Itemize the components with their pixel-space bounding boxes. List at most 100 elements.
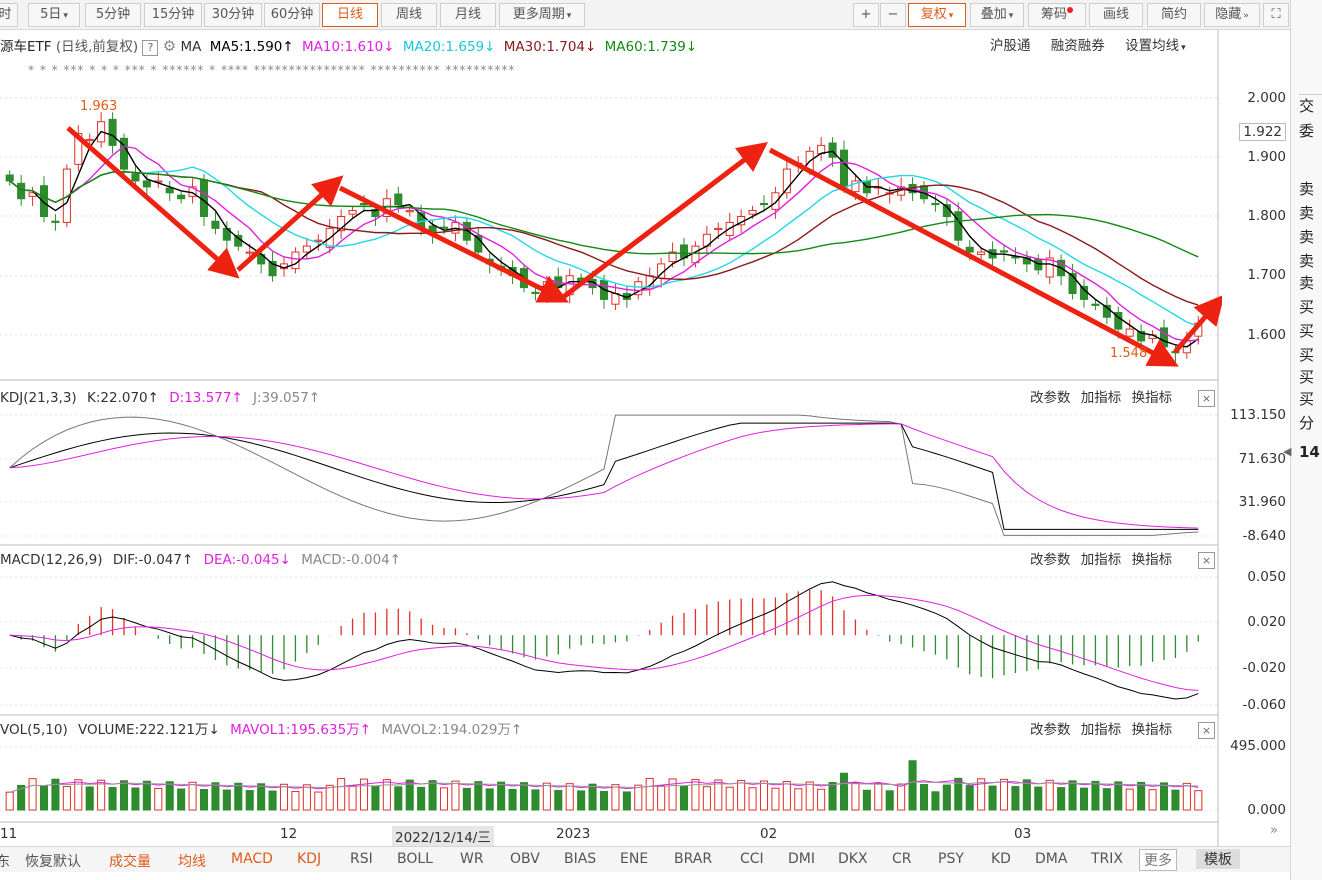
zoom-in-button[interactable]: +	[853, 3, 879, 27]
tab-brar[interactable]: BRAR	[674, 851, 713, 867]
period-minute[interactable]: 时	[0, 3, 18, 27]
chips-button[interactable]: 筹码	[1028, 3, 1086, 27]
volume-bar	[382, 779, 391, 811]
kdj-k: K:22.070↑	[87, 390, 159, 406]
volume-bar	[897, 783, 906, 811]
rp-label[interactable]: 交	[1299, 94, 1322, 116]
kdj-params-button[interactable]: 改参数	[1030, 390, 1071, 406]
volume-bar	[965, 785, 974, 811]
macd-switch-button[interactable]: 换指标	[1131, 552, 1173, 568]
vol-params-button[interactable]: 改参数	[1030, 722, 1071, 738]
period-60min[interactable]: 60分钟	[264, 3, 320, 27]
tab-kd[interactable]: KD	[991, 851, 1011, 867]
ma20-text: MA20:1.659	[402, 39, 485, 55]
adjust-button[interactable]: 复权 ▾	[908, 3, 966, 27]
candle-body	[5, 174, 14, 182]
ma-settings-link[interactable]: 设置均线 ▾	[1125, 38, 1186, 54]
tab-obv[interactable]: OBV	[510, 851, 540, 867]
tab-dma[interactable]: DMA	[1035, 851, 1068, 867]
kdj-close-icon[interactable]: ×	[1198, 390, 1215, 407]
chevron-down-icon: ▾	[948, 11, 954, 21]
gear-icon[interactable]: ⚙	[162, 37, 177, 55]
macd-panel	[9, 581, 1199, 700]
margin-link[interactable]: 融资融券	[1050, 38, 1105, 54]
ma60-arrow: ↓	[685, 39, 698, 55]
tab-ene[interactable]: ENE	[620, 851, 649, 867]
candle-body	[234, 234, 243, 247]
simple-button[interactable]: 简约	[1147, 3, 1201, 27]
tab-rsi[interactable]: RSI	[350, 851, 373, 867]
hide-button[interactable]: 隐藏»	[1204, 3, 1260, 27]
volume-bar	[634, 784, 643, 811]
period-weekly[interactable]: 周线	[381, 3, 437, 27]
macd-dif-text: DIF:-0.047	[112, 552, 182, 568]
vol-mavol2-text: MAVOL2:194.029万	[381, 722, 511, 738]
period-daily[interactable]: 日线	[322, 3, 378, 27]
tab-dkx[interactable]: DKX	[838, 851, 868, 867]
volume-bar	[508, 788, 517, 811]
tab-cci[interactable]: CCI	[740, 851, 764, 867]
help-icon[interactable]: ?	[142, 40, 159, 56]
volume-bar	[474, 781, 483, 811]
candle-body	[119, 137, 129, 170]
vol-add-button[interactable]: 加指标	[1080, 722, 1122, 738]
vol-close-icon[interactable]: ×	[1198, 722, 1215, 739]
price-tick: 1.700	[1247, 267, 1286, 283]
scroll-right-icon[interactable]: »	[1270, 823, 1278, 838]
tab-boll[interactable]: BOLL	[397, 851, 433, 867]
rp-sell: 卖	[1299, 204, 1315, 222]
period-monthly[interactable]: 月线	[440, 3, 496, 27]
volume-bar	[1068, 780, 1077, 811]
kdj-tick: 71.630	[1238, 451, 1286, 467]
zoom-out-button[interactable]: −	[880, 3, 906, 27]
period-30min[interactable]: 30分钟	[204, 3, 262, 27]
volume-bar	[1022, 779, 1031, 811]
fullscreen-button[interactable]: ⛶	[1263, 3, 1289, 27]
tab-template[interactable]: 模板	[1196, 849, 1240, 869]
candle-body	[771, 192, 780, 210]
draw-button[interactable]: 画线	[1089, 3, 1143, 27]
volume-bar	[691, 778, 700, 811]
tab-more[interactable]: 更多	[1139, 849, 1177, 871]
tab-cr[interactable]: CR	[892, 851, 912, 867]
volume-bar	[885, 790, 894, 811]
macd-add-button[interactable]: 加指标	[1080, 552, 1122, 568]
price-axis: 2.000 1.922 1.900 1.800 1.700 1.600	[1222, 0, 1290, 380]
tab-kdj[interactable]: KDJ	[297, 851, 322, 867]
collapse-icon[interactable]: ◀	[1283, 445, 1292, 458]
period-more[interactable]: 更多周期 ▾	[499, 3, 585, 27]
tab-bias[interactable]: BIAS	[564, 851, 597, 867]
rp-label[interactable]: 委	[1299, 122, 1315, 140]
volume-bar	[702, 786, 711, 811]
tab-ma[interactable]: 均线	[178, 854, 206, 870]
hk-connect-link[interactable]: 沪股通	[990, 38, 1031, 54]
tab-psy[interactable]: PSY	[938, 851, 964, 867]
period-5min[interactable]: 5分钟	[85, 3, 141, 27]
volume-bar	[737, 779, 746, 811]
tab-prev[interactable]: 东	[0, 854, 10, 870]
adjust-label: 复权	[920, 7, 947, 22]
tab-reset[interactable]: 恢复默认	[25, 854, 81, 870]
period-15min[interactable]: 15分钟	[144, 3, 202, 27]
volume-bar	[725, 786, 734, 811]
chart-area[interactable]: 1.963 1.548	[0, 0, 1222, 846]
kdj-add-button[interactable]: 加指标	[1080, 390, 1122, 406]
overlay-button[interactable]: 叠加 ▾	[970, 3, 1024, 27]
tab-wr[interactable]: WR	[460, 851, 484, 867]
x-crosshair-date: 2022/12/14/三	[392, 826, 494, 846]
trend-arrow	[560, 141, 768, 300]
volume-bar	[28, 778, 37, 811]
kdj-switch-button[interactable]: 换指标	[1131, 390, 1173, 406]
macd-params-button[interactable]: 改参数	[1030, 552, 1071, 568]
vol-switch-button[interactable]: 换指标	[1131, 722, 1173, 738]
candle-body	[1137, 330, 1146, 342]
macd-close-icon[interactable]: ×	[1198, 552, 1215, 569]
tab-macd[interactable]: MACD	[231, 851, 273, 867]
volume-bar	[1125, 788, 1134, 811]
rp-value: 14	[1299, 443, 1320, 461]
tab-dmi[interactable]: DMI	[788, 851, 815, 867]
period-5day[interactable]: 5日 ▾	[28, 3, 80, 27]
tab-trix[interactable]: TRIX	[1091, 851, 1123, 867]
ma10-text: MA10:1.610	[301, 39, 384, 55]
tab-volume[interactable]: 成交量	[109, 854, 151, 870]
